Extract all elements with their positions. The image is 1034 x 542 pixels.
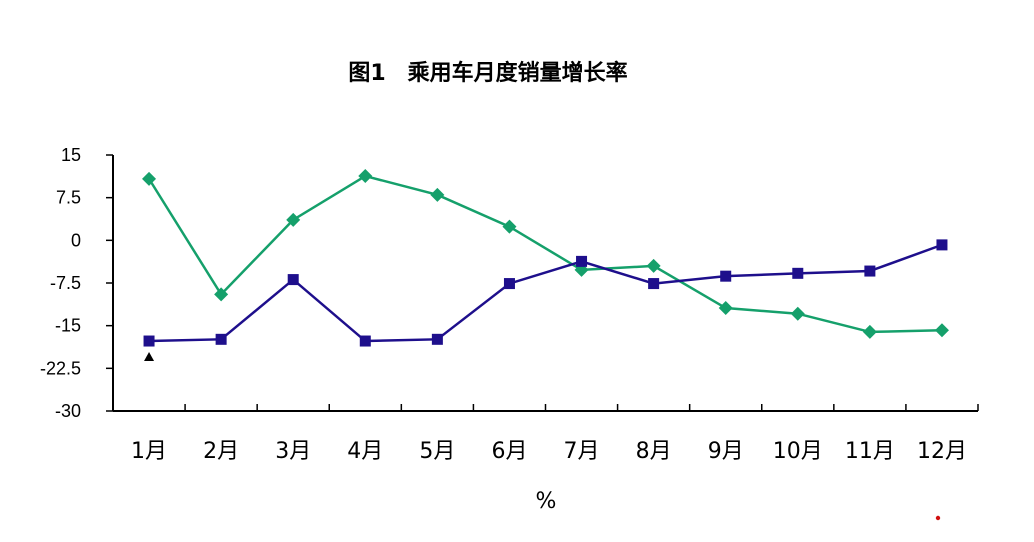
data-point-diamond xyxy=(718,301,733,316)
y-tick-label: -22.5 xyxy=(40,358,81,378)
x-tick-label: 8月 xyxy=(636,439,672,464)
y-tick-label: -30 xyxy=(55,401,81,421)
data-point-square xyxy=(648,278,660,290)
x-tick-label: 6月 xyxy=(491,439,527,464)
x-tick-label: 4月 xyxy=(347,439,383,464)
data-point-square xyxy=(576,255,588,267)
data-point-square xyxy=(359,335,371,347)
data-point-square xyxy=(503,278,515,290)
data-point-diamond xyxy=(646,258,661,273)
y-tick-label: -15 xyxy=(55,316,81,336)
data-point-square xyxy=(431,333,443,345)
annotation-triangle-marker xyxy=(144,351,155,361)
x-axis-label: % xyxy=(536,489,557,514)
data-point-square xyxy=(215,333,227,345)
x-tick-label: 2月 xyxy=(203,439,239,464)
data-point-diamond xyxy=(214,287,229,302)
chart-title: 图1 乘用车月度销量增长率 xyxy=(348,60,627,86)
x-tick-label: 11月 xyxy=(845,439,895,464)
data-point-diamond xyxy=(934,323,949,338)
x-tick-label: 5月 xyxy=(419,439,455,464)
x-tick-label: 7月 xyxy=(564,439,600,464)
annotation-layer xyxy=(144,351,155,361)
series-line xyxy=(147,174,942,334)
x-tick-label: 12月 xyxy=(917,439,967,464)
data-point-square xyxy=(720,270,732,282)
series-0 xyxy=(142,169,949,339)
data-point-square xyxy=(287,274,299,286)
x-tick-label: 1月 xyxy=(131,439,167,464)
y-tick-label: 0 xyxy=(71,230,81,250)
y-tick-label: -7.5 xyxy=(50,273,81,293)
decorative-red-dot xyxy=(935,515,941,521)
y-tick-label: 7.5 xyxy=(56,188,81,208)
series-line xyxy=(149,243,943,343)
series-layer xyxy=(142,169,949,347)
y-axis: 15 7.5 0 -7.5 -15 -22.5 -30 xyxy=(40,145,114,421)
series-1 xyxy=(143,239,948,347)
data-point-square xyxy=(936,239,948,251)
x-tick-label: 9月 xyxy=(708,439,744,464)
data-point-diamond xyxy=(358,169,373,184)
data-point-diamond xyxy=(286,212,301,227)
x-axis: 1月 2月 3月 4月 5月 6月 7月 8月 9月 10月 11月 12月 xyxy=(112,404,979,464)
data-point-diamond xyxy=(502,219,517,234)
x-tick-label: 3月 xyxy=(275,439,311,464)
data-point-square xyxy=(792,267,804,279)
data-point-diamond xyxy=(862,324,877,339)
data-point-diamond xyxy=(142,171,157,186)
y-tick-label: 15 xyxy=(61,145,81,165)
data-point-diamond xyxy=(790,306,805,321)
data-point-diamond xyxy=(430,187,445,202)
x-tick-label: 10月 xyxy=(773,439,823,464)
data-point-square xyxy=(864,265,876,277)
data-point-square xyxy=(143,335,155,347)
